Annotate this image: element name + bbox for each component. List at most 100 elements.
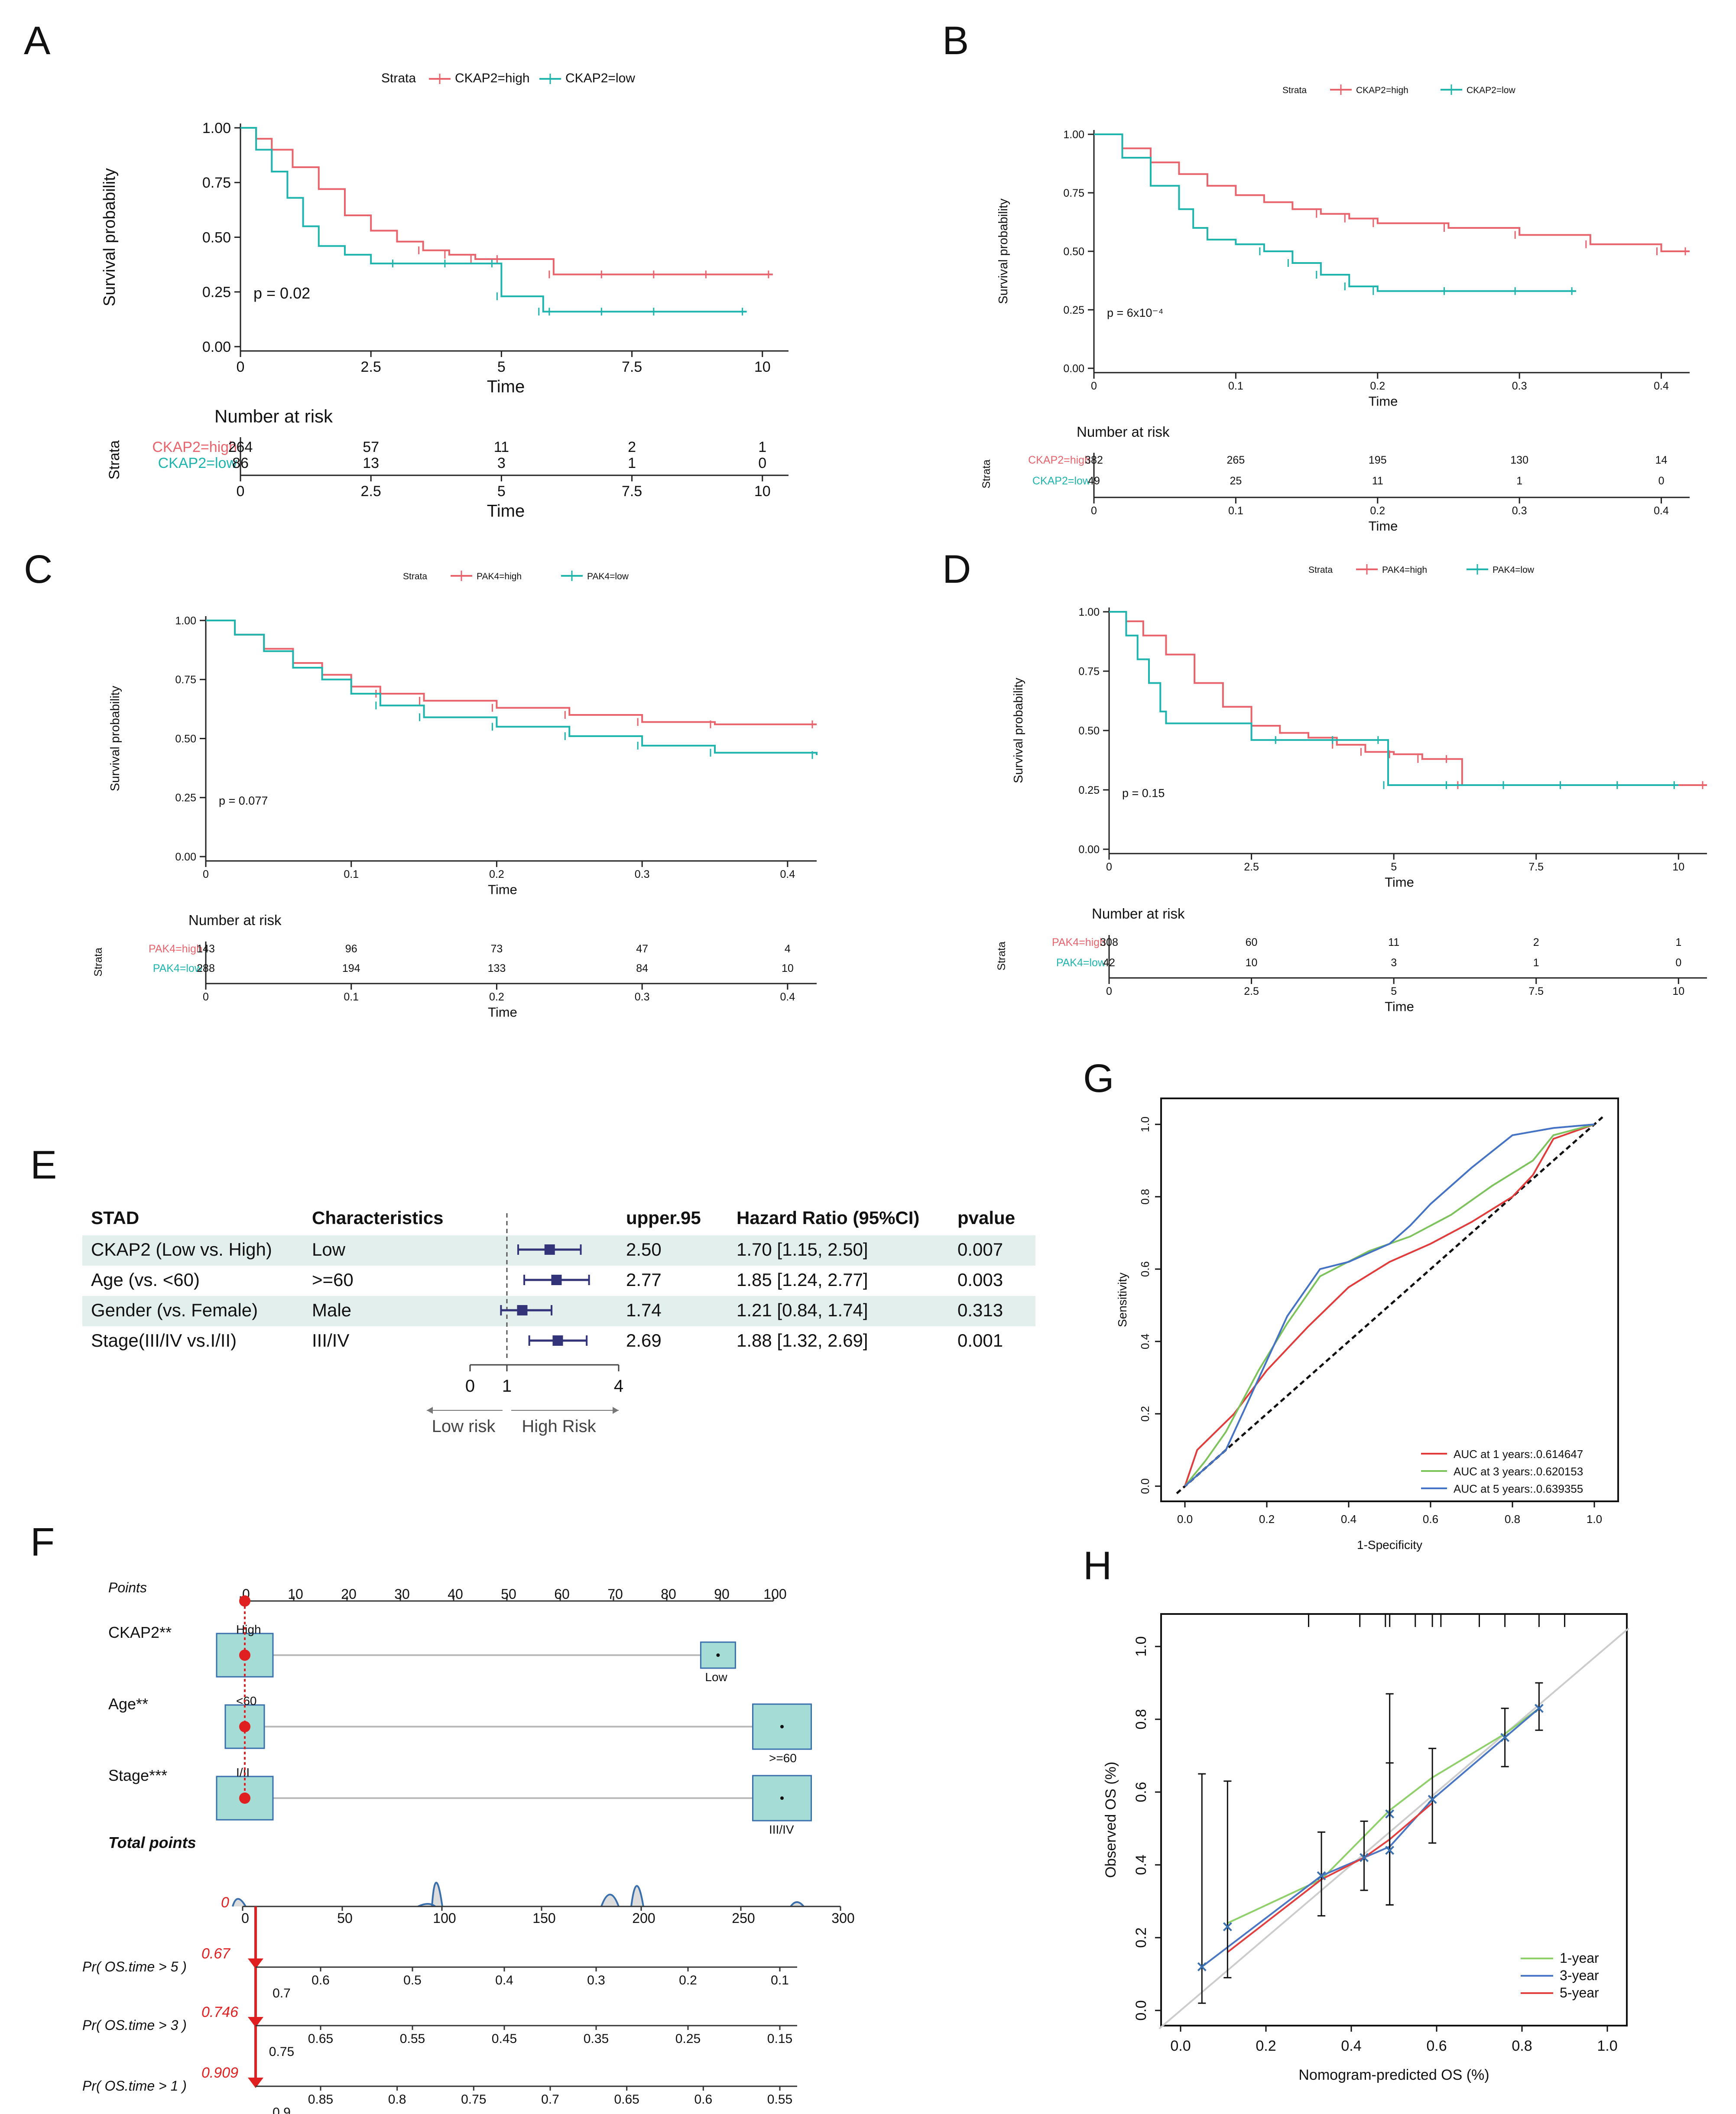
nomogram-level-label: Low	[705, 1670, 727, 1684]
roc-legend-label: AUC at 1 years:.0.614647	[1454, 1448, 1583, 1461]
km-legend: Strata PAK4=high PAK4=low	[403, 571, 629, 581]
forest-char: Low	[312, 1239, 346, 1260]
y-tick-label: 1.00	[202, 120, 231, 136]
risk-count: 10	[782, 962, 794, 974]
forest-row-band	[82, 1296, 1035, 1326]
risk-count: 0	[758, 455, 766, 471]
x-tick-label: 0.2	[489, 868, 504, 880]
nomogram-var-name: Age**	[108, 1695, 148, 1713]
cal-y-tick-label: 0.4	[1133, 1854, 1149, 1875]
risk-count: 60	[1246, 936, 1258, 948]
prob-tick-label: 0.65	[308, 2032, 333, 2046]
risk-row-label-low: CKAP2=low	[1032, 475, 1091, 487]
risk-strata-label: Strata	[92, 948, 104, 977]
legend-title: Strata	[403, 572, 427, 581]
km-curve-low	[240, 127, 747, 313]
x-tick-label: 7.5	[622, 359, 642, 375]
risk-count: 47	[636, 943, 648, 955]
y-tick-label: 0.25	[202, 284, 231, 301]
x-tick-label: 0.1	[1228, 380, 1243, 392]
total-tick-label: 250	[732, 1910, 755, 1926]
nomogram-var-name: Stage***	[108, 1767, 167, 1784]
y-tick-label: 1.00	[1063, 129, 1084, 141]
cal-y-tick-label: 0.6	[1133, 1782, 1149, 1802]
nomogram-prob-arrow	[248, 1958, 263, 1969]
cal-line-3-year	[1201, 1708, 1540, 1968]
p-value: p = 0.15	[1122, 786, 1165, 799]
y-tick-label: 0.25	[1078, 784, 1100, 796]
panel-letter-b: B	[942, 19, 969, 63]
y-tick-label: 1.00	[1078, 606, 1100, 618]
risk-row-label-low: PAK4=low	[1056, 957, 1106, 969]
nomogram-prob-label: Pr( OS.time > 3 )	[82, 2017, 187, 2033]
legend-item-high: PAK4=high	[1382, 565, 1427, 575]
x-axis-title: Time	[488, 882, 517, 897]
roc-x-tick-label: 0.6	[1423, 1513, 1438, 1526]
risk-x-tick-label: 0	[1091, 505, 1097, 517]
forest-hr-text: 1.85 [1.24, 2.77]	[737, 1270, 868, 1290]
points-tick-label: 50	[501, 1586, 516, 1602]
risk-count: 42	[1103, 957, 1115, 969]
risk-x-tick-label: 7.5	[1528, 985, 1544, 997]
legend-title: Strata	[1282, 85, 1307, 95]
risk-count: 3	[497, 455, 506, 471]
points-tick-label: 80	[661, 1586, 676, 1602]
points-tick-label: 20	[341, 1586, 357, 1602]
forest-header: STAD	[91, 1208, 139, 1228]
roc-y-tick-label: 0.8	[1139, 1189, 1152, 1205]
legend-title: Strata	[1308, 565, 1333, 575]
risk-row-label-low: PAK4=low	[153, 962, 203, 974]
nomogram-points-marker	[239, 1595, 250, 1607]
x-tick-label: 0.3	[1512, 380, 1527, 392]
forest-pvalue: 0.313	[957, 1300, 1003, 1320]
y-tick-label: 0.50	[175, 733, 196, 745]
km-curve-high	[1109, 611, 1707, 786]
cal-point	[1197, 1962, 1207, 1971]
y-tick-label: 0.50	[1063, 246, 1084, 258]
y-tick-label: 0.75	[1078, 666, 1100, 678]
risk-count: 57	[363, 439, 379, 455]
risk-x-tick-label: 2.5	[361, 483, 381, 500]
risk-strata-label: Strata	[980, 460, 993, 489]
cal-y-title: Observed OS (%)	[1103, 1762, 1119, 1878]
risk-strata-label: Strata	[996, 942, 1008, 971]
risk-x-tick-label: 0.2	[489, 991, 504, 1003]
risk-count: 1	[628, 455, 636, 471]
km-curve-low	[1109, 611, 1679, 786]
total-tick-label: 0	[241, 1910, 249, 1926]
risk-x-tick-label: 7.5	[622, 483, 642, 500]
risk-count: 382	[1085, 454, 1103, 466]
risk-count: 84	[636, 962, 648, 974]
p-value: p = 0.077	[219, 794, 268, 807]
km-panel-b: Strata CKAP2=high CKAP2=low 0.00 0.25 0.50 0.7…	[980, 84, 1690, 534]
risk-row-label-high: CKAP2=high	[1028, 454, 1090, 466]
forest-arrowhead	[427, 1407, 433, 1414]
x-axis-title: Time	[487, 377, 525, 396]
risk-count: 264	[228, 439, 253, 455]
forest-hr-text: 1.21 [0.84, 1.74]	[737, 1300, 868, 1320]
cal-point	[1534, 1704, 1544, 1713]
risk-x-tick-label: 0	[237, 483, 245, 500]
risk-x-tick-label: 0	[1106, 985, 1112, 997]
legend-item-high: CKAP2=high	[1356, 85, 1408, 95]
y-tick-label: 1.00	[175, 615, 196, 627]
risk-x-tick-label: 0.2	[1370, 505, 1385, 517]
prob-tick-label: 0.6	[694, 2092, 712, 2107]
risk-count: 0	[1675, 957, 1681, 969]
nomogram-total-label: Total points	[108, 1834, 196, 1851]
x-axis-title: Time	[1385, 875, 1414, 890]
risk-count: 133	[488, 962, 506, 974]
panel-letter-d: D	[942, 547, 971, 591]
total-tick-label: 300	[831, 1910, 854, 1926]
y-axis-title: Survival probability	[101, 168, 119, 306]
forest-upper: 2.50	[626, 1239, 662, 1260]
nomogram-level-dot	[780, 1725, 784, 1728]
km-curve-low	[206, 620, 818, 755]
roc-y-tick-label: 0.2	[1139, 1406, 1152, 1422]
cal-x-tick-label: 1.0	[1597, 2038, 1617, 2054]
panel-letter-g: G	[1083, 1056, 1114, 1101]
risk-x-tick-label: 0.4	[780, 991, 795, 1003]
